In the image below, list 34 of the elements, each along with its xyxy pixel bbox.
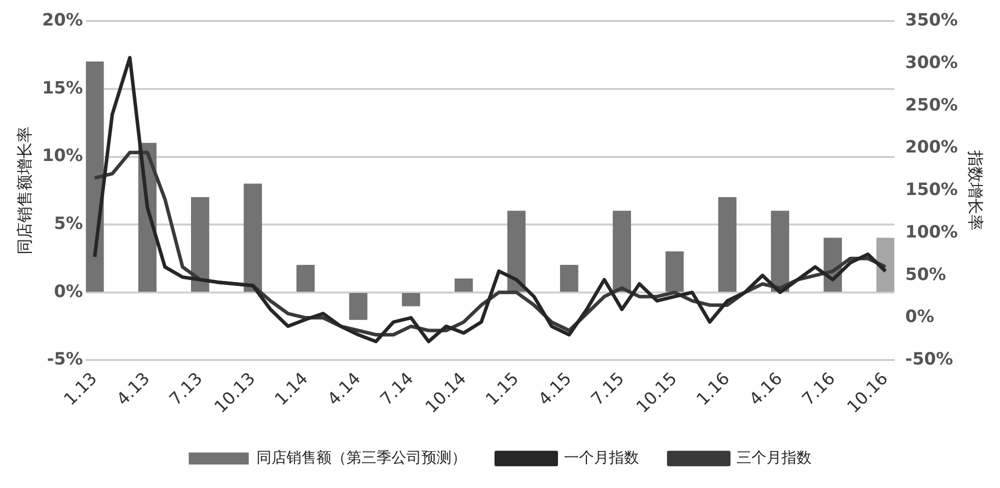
y-tick-label: 0%: [54, 282, 83, 302]
bar: [507, 210, 526, 292]
bar: [296, 264, 315, 292]
y2-tick-label: 0%: [905, 307, 934, 328]
bar: [244, 184, 262, 292]
bar: [191, 197, 210, 292]
bar: [86, 62, 104, 292]
y-tick-label: 20%: [42, 10, 83, 31]
bar: [612, 210, 632, 292]
bar: [876, 238, 894, 292]
y-axis-title: 同店销售额增长率: [14, 126, 34, 255]
y2-tick-label: 150%: [905, 180, 958, 200]
y2-tick-label: 350%: [905, 10, 958, 31]
y2-tick-label: 250%: [905, 95, 958, 116]
bar: [349, 293, 368, 320]
y-tick-label: 5%: [54, 214, 83, 234]
legend-label: 一个月指数: [564, 448, 639, 466]
bar: [402, 293, 420, 306]
legend-label: 三个月指数: [736, 448, 812, 466]
y-tick-label: -5%: [46, 350, 83, 370]
y2-tick-label: 100%: [905, 222, 958, 242]
y2-tick-label: -50%: [905, 350, 954, 370]
y2-tick-label: 300%: [905, 52, 958, 73]
y2-axis-title: 指数增长率: [966, 150, 986, 231]
bar: [718, 197, 736, 292]
y-tick-label: 15%: [42, 78, 83, 98]
y2-tick-label: 200%: [905, 138, 958, 158]
y2-tick-label: 50%: [905, 264, 946, 285]
bar: [560, 264, 578, 292]
legend-label: 同店销售额（第三季公司预测）: [256, 448, 466, 466]
bar: [665, 251, 684, 292]
bar: [454, 278, 473, 292]
y-tick-label: 10%: [42, 146, 83, 166]
bar: [770, 210, 790, 292]
